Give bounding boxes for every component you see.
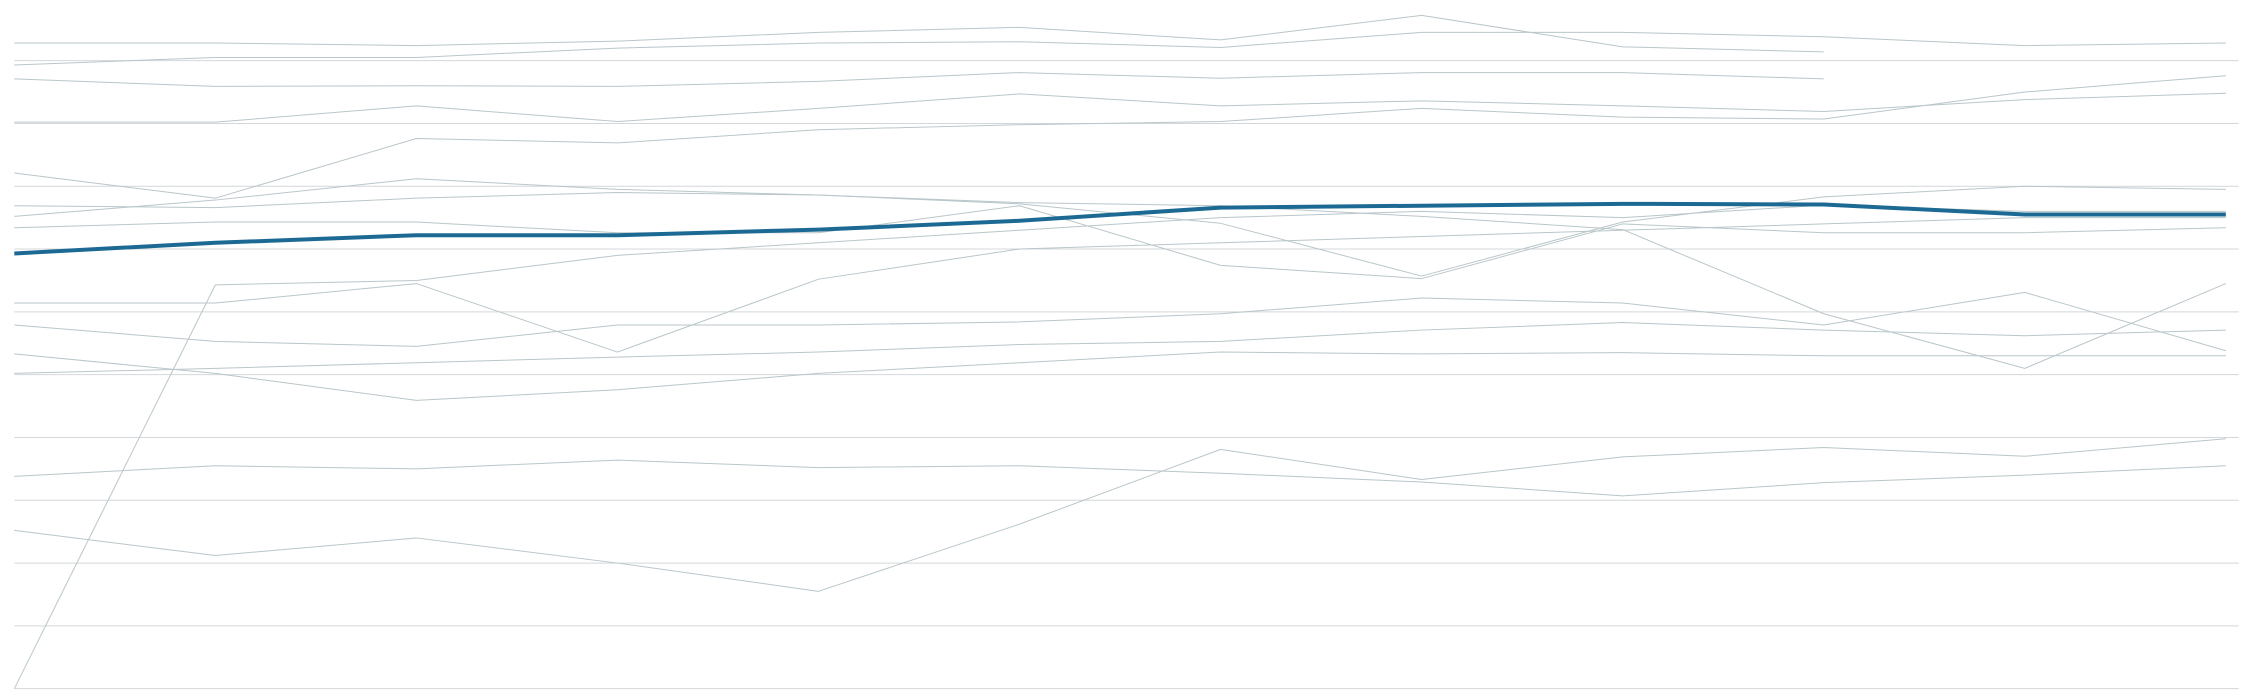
series-line (14, 32, 2226, 65)
series-line (14, 352, 2226, 400)
series-line (14, 93, 2226, 122)
series-line (14, 218, 2226, 352)
series-line (14, 439, 2226, 592)
series-line (14, 179, 2226, 276)
series-line (14, 206, 2226, 279)
series-line (14, 460, 2226, 496)
series-line (14, 73, 1823, 87)
series-line (14, 323, 2226, 374)
series-line (14, 205, 2226, 689)
series-line (14, 193, 2226, 369)
series-line (14, 204, 2226, 254)
lines (14, 15, 2226, 688)
grid (14, 61, 2238, 689)
series-line (14, 15, 1823, 51)
series-line (14, 76, 2226, 198)
series-line (14, 292, 2226, 350)
